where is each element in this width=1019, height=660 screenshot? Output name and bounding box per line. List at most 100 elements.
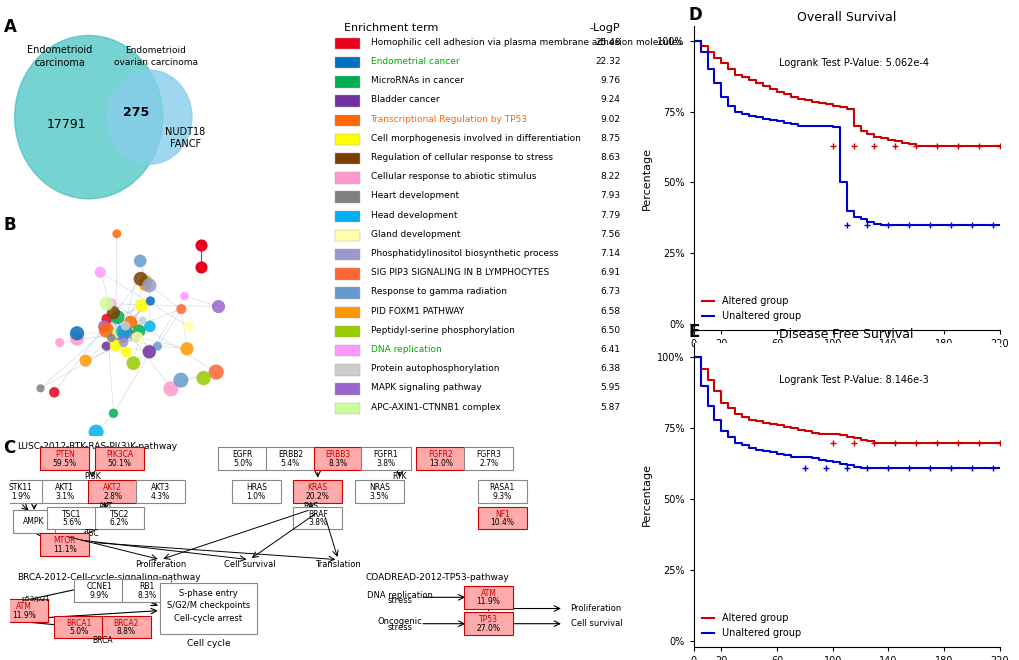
FancyBboxPatch shape xyxy=(355,480,404,503)
Unaltered group xyxy=(791,453,803,461)
Unaltered group xyxy=(784,120,796,128)
Line: Unaltered group: Unaltered group xyxy=(693,40,999,225)
Text: APC-AXIN1-CTNNB1 complex: APC-AXIN1-CTNNB1 complex xyxy=(370,403,500,412)
Text: Endometrial cancer: Endometrial cancer xyxy=(370,57,459,66)
FancyBboxPatch shape xyxy=(334,403,360,414)
Text: Proliferation: Proliferation xyxy=(135,560,186,569)
Unaltered group xyxy=(714,93,727,101)
Text: 8.22: 8.22 xyxy=(600,172,620,182)
Text: FGFR3: FGFR3 xyxy=(476,450,500,459)
FancyBboxPatch shape xyxy=(313,447,363,470)
Point xyxy=(114,331,130,341)
Unaltered group xyxy=(867,220,879,228)
Text: SIG PIP3 SIGNALING IN B LYMPHOCYTES: SIG PIP3 SIGNALING IN B LYMPHOCYTES xyxy=(370,268,548,277)
FancyBboxPatch shape xyxy=(464,586,513,609)
Altered group xyxy=(930,438,943,446)
FancyBboxPatch shape xyxy=(218,447,267,470)
FancyBboxPatch shape xyxy=(334,307,360,318)
Text: Cell-cycle arrest: Cell-cycle arrest xyxy=(174,614,243,623)
FancyBboxPatch shape xyxy=(13,510,55,533)
Text: B: B xyxy=(3,216,16,234)
Altered group xyxy=(819,100,832,108)
Altered group xyxy=(798,96,810,104)
Point xyxy=(98,325,114,335)
Text: 7.56: 7.56 xyxy=(600,230,620,239)
Legend: Altered group, Unaltered group: Altered group, Unaltered group xyxy=(698,609,804,642)
FancyBboxPatch shape xyxy=(102,616,151,638)
Point xyxy=(130,325,147,336)
FancyBboxPatch shape xyxy=(334,287,360,299)
Altered group xyxy=(978,438,990,446)
Altered group xyxy=(930,142,943,150)
Unaltered group xyxy=(687,36,699,44)
Altered group xyxy=(736,413,748,421)
Text: ATM: ATM xyxy=(480,589,496,598)
Unaltered group xyxy=(833,178,845,186)
Text: Cell survival: Cell survival xyxy=(223,560,275,569)
Point xyxy=(193,262,209,273)
Altered group xyxy=(749,79,761,87)
Altered group xyxy=(854,436,866,444)
Text: 6.41: 6.41 xyxy=(600,345,620,354)
Unaltered group xyxy=(874,464,887,472)
Unaltered group xyxy=(909,221,921,229)
FancyBboxPatch shape xyxy=(47,507,96,529)
Text: 8.8%: 8.8% xyxy=(117,627,136,636)
Unaltered group xyxy=(714,427,727,435)
Point xyxy=(118,346,135,357)
Unaltered group xyxy=(951,464,963,472)
Unaltered group xyxy=(854,215,866,223)
Unaltered group xyxy=(743,444,755,452)
Text: stress: stress xyxy=(387,596,412,605)
FancyBboxPatch shape xyxy=(334,268,360,279)
Point xyxy=(129,332,146,343)
Title: Overall Survival: Overall Survival xyxy=(796,11,896,24)
Altered group xyxy=(777,423,790,431)
Text: Protein autophosphorylation: Protein autophosphorylation xyxy=(370,364,498,374)
FancyBboxPatch shape xyxy=(334,134,360,145)
Point xyxy=(46,387,62,397)
Text: Logrank Test P-Value: 5.062e-4: Logrank Test P-Value: 5.062e-4 xyxy=(777,58,927,68)
Altered group xyxy=(701,48,713,56)
Altered group xyxy=(777,90,790,98)
Point xyxy=(115,337,131,348)
Point xyxy=(135,315,151,325)
Altered group xyxy=(714,399,727,407)
Text: 4.3%: 4.3% xyxy=(151,492,170,501)
Text: 11.1%: 11.1% xyxy=(53,544,76,554)
FancyBboxPatch shape xyxy=(334,345,360,356)
Unaltered group xyxy=(993,221,1005,229)
Point xyxy=(69,328,86,339)
Unaltered group xyxy=(923,221,935,229)
Text: BRAF: BRAF xyxy=(308,510,327,519)
Text: 9.9%: 9.9% xyxy=(90,591,109,600)
Text: AKT1: AKT1 xyxy=(55,483,74,492)
Text: BRCA: BRCA xyxy=(92,636,113,645)
Unaltered group xyxy=(951,221,963,229)
Altered group xyxy=(896,139,908,147)
Point xyxy=(132,273,149,284)
Altered group xyxy=(812,430,824,438)
Unaltered group xyxy=(936,221,949,229)
Text: PTEN: PTEN xyxy=(55,450,74,459)
Text: AKT: AKT xyxy=(99,502,113,512)
Altered group xyxy=(951,438,963,446)
Altered group xyxy=(798,427,810,435)
FancyBboxPatch shape xyxy=(160,583,257,634)
Point xyxy=(210,301,226,312)
Unaltered group xyxy=(944,221,956,229)
X-axis label: Months Overall: Months Overall xyxy=(804,354,888,364)
Unaltered group xyxy=(902,221,914,229)
Text: 6.2%: 6.2% xyxy=(110,518,129,527)
Text: ERBB3: ERBB3 xyxy=(325,450,351,459)
Unaltered group xyxy=(985,464,998,472)
Unaltered group xyxy=(860,464,872,472)
Text: ERBB2: ERBB2 xyxy=(277,450,303,459)
Unaltered group xyxy=(763,449,775,457)
Unaltered group xyxy=(847,463,859,471)
FancyBboxPatch shape xyxy=(88,480,138,503)
Text: A: A xyxy=(3,18,16,36)
Text: 7.93: 7.93 xyxy=(600,191,620,201)
Altered group xyxy=(763,420,775,428)
Point xyxy=(88,427,104,438)
